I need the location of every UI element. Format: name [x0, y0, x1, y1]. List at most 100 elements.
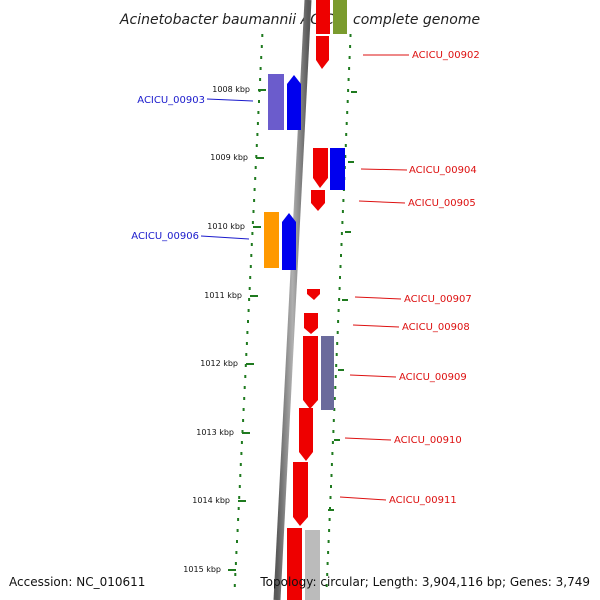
ruler-dot: [329, 507, 331, 510]
ruler-dot: [333, 397, 336, 400]
gene-feature-acicu-00904-red[interactable]: [313, 148, 328, 188]
ruler-dot: [332, 419, 335, 422]
ruler-dot: [340, 254, 342, 257]
gene-label-acicu-00905[interactable]: ACICU_00905: [408, 198, 476, 209]
ruler-dot: [258, 100, 260, 103]
ruler-dot: [337, 320, 340, 323]
ruler-dot: [253, 188, 256, 191]
ruler-dot: [250, 254, 253, 257]
gene-feature-acicu-00907[interactable]: [307, 289, 320, 300]
ruler-dot: [338, 287, 341, 290]
gene-feature-olive[interactable]: [333, 0, 347, 34]
ruler-dot: [339, 276, 341, 279]
ruler-dot: [326, 562, 329, 565]
ruler-dot: [248, 287, 251, 290]
ruler-dot: [330, 485, 332, 488]
ruler-dot: [336, 331, 339, 334]
gene-feature-acicu-00909[interactable]: [321, 336, 334, 410]
ruler-dot: [346, 100, 349, 103]
ruler-dot: [327, 540, 330, 543]
gene-feature-acicu-00909-red[interactable]: [303, 336, 318, 409]
gene-label-acicu-00906[interactable]: ACICU_00906: [131, 231, 199, 242]
ruler-dot: [341, 210, 344, 213]
ruler-dot: [347, 89, 350, 92]
gene-feature-grey[interactable]: [305, 530, 320, 600]
ruler-dot: [341, 221, 344, 224]
ruler-dot: [234, 573, 237, 576]
gene-label-acicu-00904[interactable]: ACICU_00904: [409, 165, 477, 176]
ruler-dot: [326, 573, 329, 576]
ruler-dot: [236, 529, 239, 532]
gene-feature-acicu-00911[interactable]: [293, 462, 308, 526]
gene-feature-acicu-00904[interactable]: [330, 148, 345, 190]
ruler-dot: [337, 309, 340, 312]
ruler-dot: [339, 265, 342, 268]
leader-line: [358, 200, 406, 204]
ruler-dot: [255, 155, 258, 158]
ruler-dot: [243, 386, 246, 389]
ruler-dot: [239, 474, 242, 477]
gene-label-acicu-00911[interactable]: ACICU_00911: [389, 495, 457, 506]
gene-features: [264, 0, 347, 600]
ruler-dot: [244, 375, 247, 378]
ruler-dot: [340, 243, 343, 246]
ruler-dot: [247, 320, 249, 323]
ruler-dot: [335, 353, 338, 356]
ruler-dot: [251, 232, 254, 235]
ruler-dot: [233, 584, 236, 587]
ruler-label: 1008 kbp: [212, 85, 250, 94]
ruler-dot: [345, 122, 348, 125]
ruler-dot: [238, 496, 241, 499]
gene-label-acicu-00902[interactable]: ACICU_00902: [412, 50, 480, 61]
gene-feature-acicu-00906[interactable]: [282, 213, 296, 270]
ruler-dot: [242, 419, 245, 422]
ruler-dot: [333, 408, 336, 411]
ruler-dot: [332, 430, 335, 433]
ruler-dot: [236, 540, 238, 543]
ruler-dot: [348, 67, 351, 70]
gene-label-acicu-00903[interactable]: ACICU_00903: [137, 95, 205, 106]
ruler-dot: [329, 496, 332, 499]
leader-line: [352, 324, 400, 328]
gene-label-acicu-00910[interactable]: ACICU_00910: [394, 435, 462, 446]
ruler-dot: [348, 56, 351, 59]
leader-line: [344, 437, 392, 441]
leader-line: [354, 296, 402, 300]
gene-feature-acicu-00905[interactable]: [311, 190, 325, 211]
ruler-dot: [240, 441, 243, 444]
gene-feature-red[interactable]: [287, 528, 302, 600]
ruler-ticks: 1008 kbp 1009 kbp 1010 kbp 1011 kbp 1012…: [183, 85, 357, 574]
ruler-dot: [334, 386, 337, 389]
ruler-dot: [335, 364, 338, 367]
ruler-dot: [256, 133, 259, 136]
ruler-dot: [260, 45, 263, 48]
ruler-dot: [259, 67, 262, 70]
gene-feature-orange[interactable]: [264, 212, 279, 268]
ruler-dot: [250, 243, 253, 246]
gene-label-acicu-00907[interactable]: ACICU_00907: [404, 294, 472, 305]
ruler-dot: [255, 144, 258, 147]
ruler-dot: [243, 397, 246, 400]
gene-feature-acicu-00902[interactable]: [316, 36, 329, 69]
gene-feature-acicu-00910[interactable]: [299, 408, 313, 461]
ruler-dot: [237, 518, 240, 521]
gene-feature-acicu-00908[interactable]: [304, 313, 318, 334]
ruler-dot: [331, 452, 334, 455]
leader-line: [206, 98, 254, 102]
ruler-dot: [344, 155, 347, 158]
ruler-dot: [330, 474, 333, 477]
map-title: Acinetobacter baumannii ACICU, complete …: [119, 12, 480, 28]
ruler-dot: [330, 463, 333, 466]
gene-label-acicu-00909[interactable]: ACICU_00909: [399, 372, 467, 383]
ruler-dot: [336, 342, 339, 345]
gene-feature-acicu-00903[interactable]: [287, 75, 301, 130]
gene-feature-red[interactable]: [316, 0, 330, 34]
ruler-dot: [347, 78, 350, 81]
ruler-dot: [327, 551, 330, 554]
gene-labels: ACICU_00903 ACICU_00906 ACICU_00902 ACIC…: [131, 50, 479, 506]
ruler-dot: [240, 452, 243, 455]
gene-feature-slate[interactable]: [268, 74, 284, 130]
genome-backbone: [273, 0, 312, 600]
gene-label-acicu-00908[interactable]: ACICU_00908: [402, 322, 470, 333]
